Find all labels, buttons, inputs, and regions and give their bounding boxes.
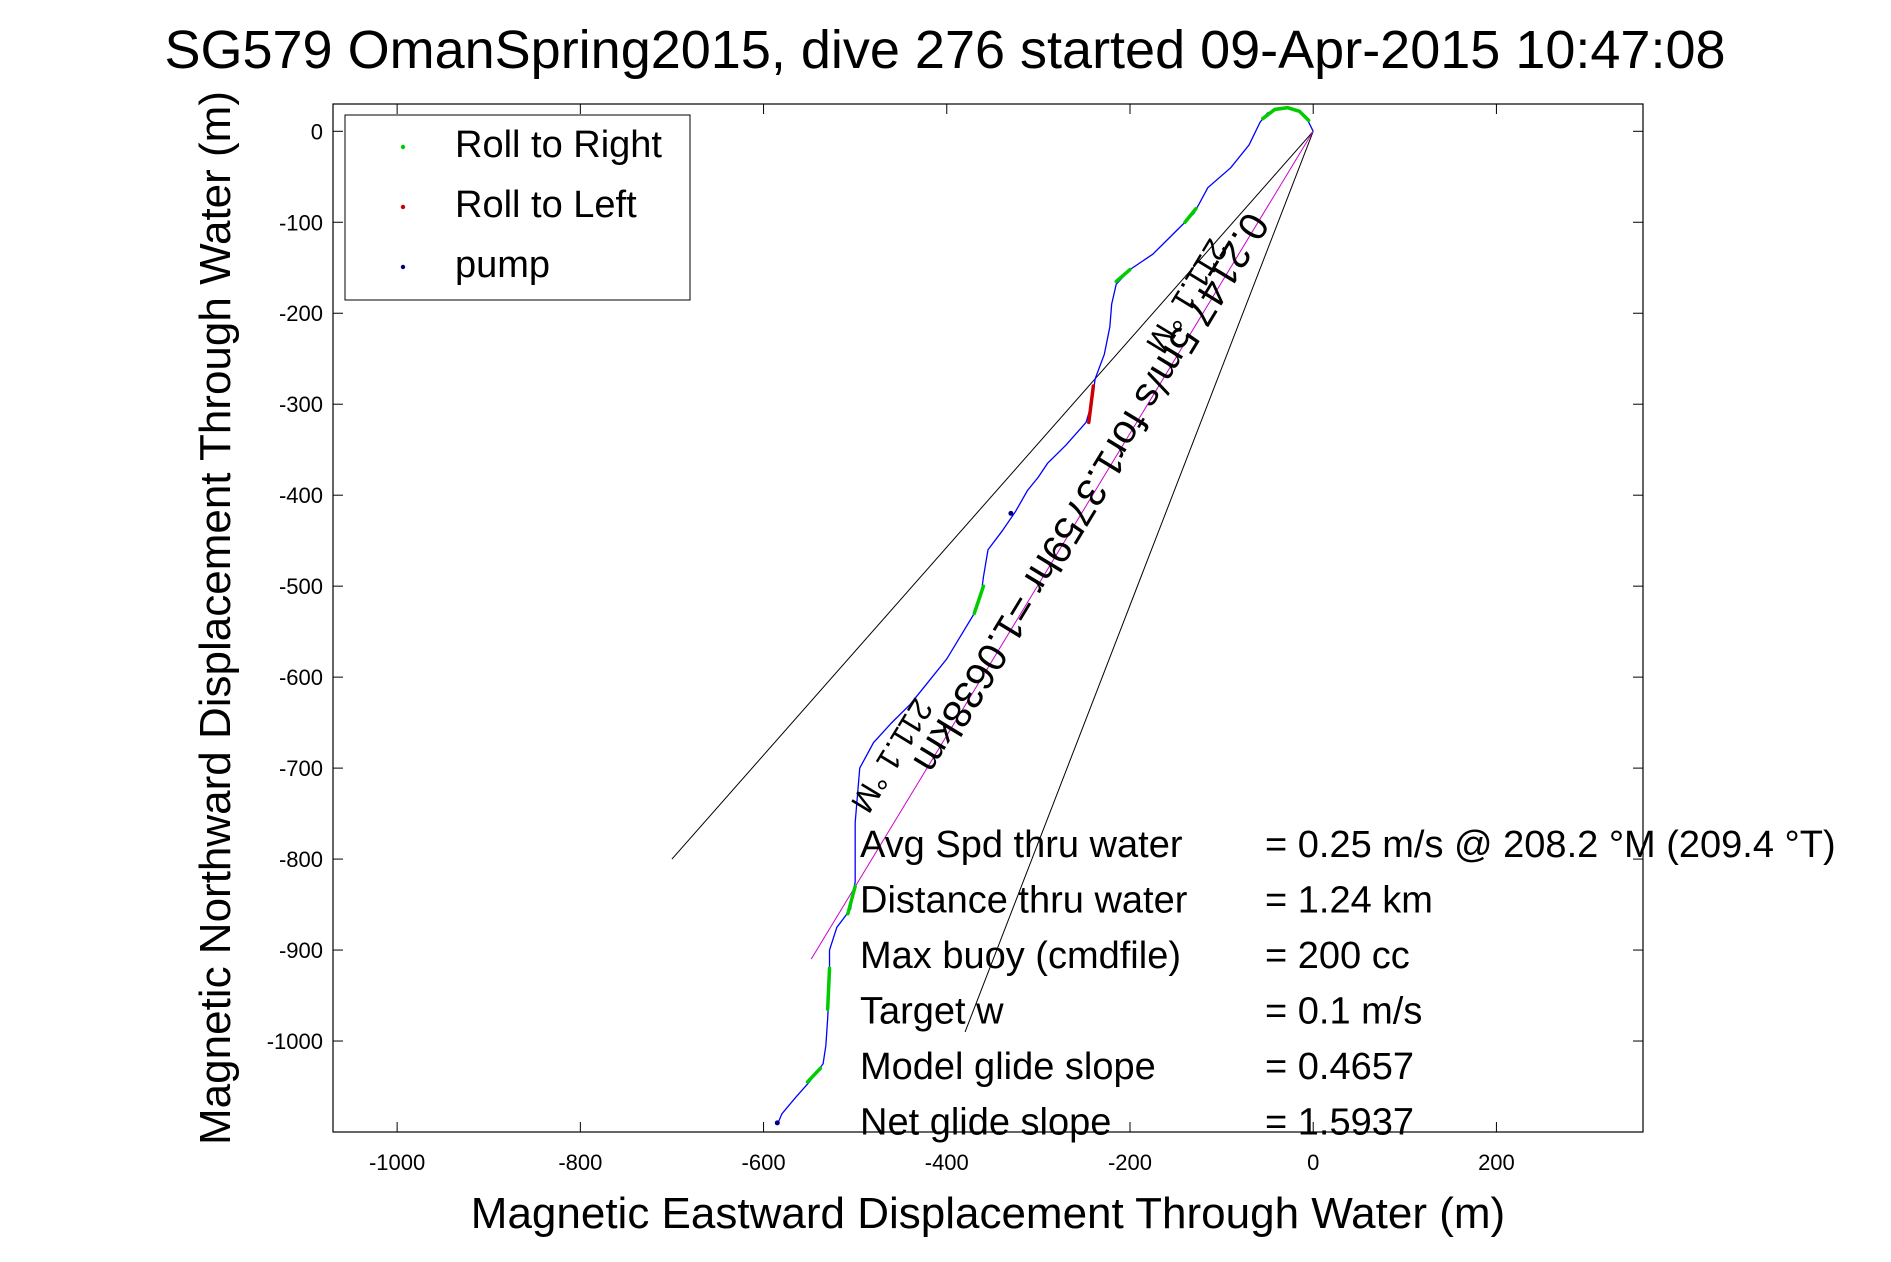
x-tick-label: 200 [1478, 1150, 1515, 1175]
x-tick-label: -600 [742, 1150, 786, 1175]
y-tick-label: -700 [279, 756, 323, 781]
x-axis-label: Magnetic Eastward Displacement Through W… [471, 1189, 1505, 1238]
y-tick-label: -1000 [267, 1029, 323, 1054]
legend-marker [400, 264, 406, 270]
heading-line [810, 131, 1314, 960]
y-tick-label: -800 [279, 847, 323, 872]
legend-marker [400, 144, 406, 150]
heading-line [964, 131, 1314, 1033]
legend-label: Roll to Right [455, 124, 662, 166]
y-tick-label: -300 [279, 392, 323, 417]
y-tick-label: -900 [279, 938, 323, 963]
pump-point [774, 1120, 780, 1126]
roll-right-segment [805, 1066, 823, 1084]
legend-label: Roll to Left [455, 184, 637, 226]
roll-right-segment [825, 966, 832, 1011]
roll-right-segment [972, 584, 986, 616]
annotation-value: = 0.4657 [1265, 1046, 1414, 1088]
y-tick-label: -600 [279, 665, 323, 690]
y-tick-label: -100 [279, 210, 323, 235]
x-tick-label: 0 [1307, 1150, 1319, 1175]
annotation-label: Model glide slope [860, 1046, 1156, 1088]
heading-lines [671, 130, 1314, 1033]
annotation-label: Avg Spd thru water [860, 824, 1183, 866]
track-line [776, 106, 1314, 1125]
legend-marker [400, 204, 406, 210]
legend-label: pump [455, 244, 550, 286]
annotation-label: Distance thru water [860, 880, 1188, 922]
pump-point [1008, 510, 1014, 516]
y-tick-label: -500 [279, 574, 323, 599]
roll-right-segment [846, 884, 857, 916]
roll-right-segment [1114, 267, 1132, 284]
x-tick-label: -800 [558, 1150, 602, 1175]
y-axis-label: Magnetic Northward Displacement Through … [191, 91, 240, 1145]
annotation-value: = 200 cc [1265, 935, 1410, 977]
glider-track [774, 105, 1314, 1126]
y-tick-label: -200 [279, 301, 323, 326]
x-tick-label: -1000 [369, 1150, 425, 1175]
annotation-label: Target w [860, 991, 1004, 1033]
x-tick-label: -200 [1108, 1150, 1152, 1175]
annotation-label: Net glide slope [860, 1102, 1111, 1144]
roll-left-segment [1087, 384, 1096, 425]
annotation-value: = 1.24 km [1265, 880, 1433, 922]
axis-ticks: -1000 -800 -600 -400 -200 0 200 0 -100 -200 -300 -4… [267, 104, 1643, 1175]
y-tick-label: 0 [311, 119, 323, 144]
heading-line [671, 130, 1314, 860]
roll-right-segment [1261, 105, 1311, 123]
legend: Roll to Right Roll to Left pump [344, 114, 691, 301]
chart-title: SG579 OmanSpring2015, dive 276 started 0… [164, 20, 1725, 80]
dive-summary-annotations: Avg Spd thru water = 0.25 m/s @ 208.2 °M … [860, 824, 1836, 1144]
y-tick-label: -400 [279, 483, 323, 508]
roll-right-segment [1183, 206, 1198, 225]
annotation-value: = 0.25 m/s @ 208.2 °M (209.4 °T) [1265, 824, 1836, 866]
annotation-value: = 0.1 m/s [1265, 991, 1422, 1033]
x-tick-label: -400 [925, 1150, 969, 1175]
annotation-value: = 1.5937 [1265, 1102, 1414, 1144]
annotation-label: Max buoy (cmdfile) [860, 935, 1181, 977]
